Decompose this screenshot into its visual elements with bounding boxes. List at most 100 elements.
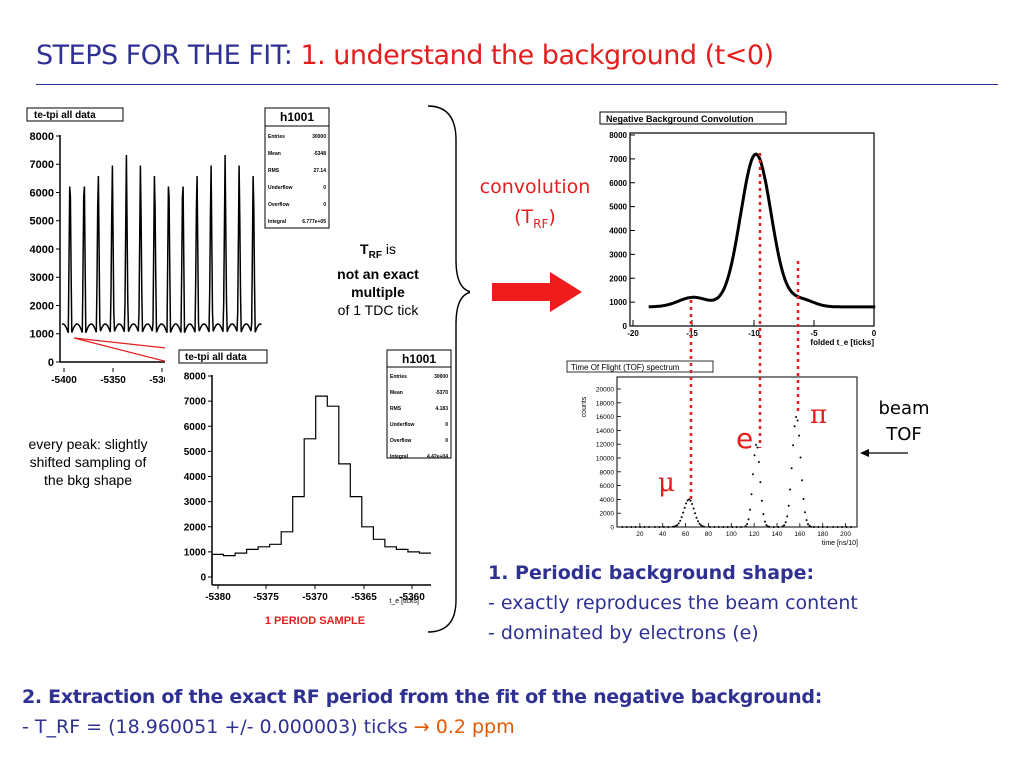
left-plot-y-tick-label: 0 <box>48 357 54 369</box>
stats-row-label: Entries <box>268 134 285 140</box>
tof-data-point <box>762 513 765 516</box>
muon-label: μ <box>658 468 675 498</box>
tof-data-point <box>708 526 711 528</box>
conv-x-tick-label: -10 <box>748 329 760 338</box>
tof-data-point <box>653 526 656 528</box>
tof-plot-title: Time Of Flight (TOF) spectrum <box>571 363 680 372</box>
tof-data-point <box>630 526 633 528</box>
tof-data-point <box>798 434 801 437</box>
stats-row-label: RMS <box>390 406 402 412</box>
peak-note-line3: the bkg shape <box>44 472 132 488</box>
tof-data-point <box>783 524 786 527</box>
left-stats-name: h1001 <box>280 110 314 124</box>
tof-data-point <box>760 499 763 502</box>
tof-data-point <box>621 526 624 528</box>
tof-x-label: time [ns/10] <box>822 540 858 547</box>
stats-row-value: 4.42e+04 <box>427 454 448 460</box>
tof-data-point <box>688 498 691 501</box>
title-highlight: 1. understand the background (t<0) <box>300 40 774 71</box>
arrow-right-icon <box>492 272 582 312</box>
tof-data-point <box>753 454 756 457</box>
tof-x-tick-label: 40 <box>659 531 667 538</box>
trf-symbol: T <box>360 241 369 257</box>
tof-data-point <box>817 526 820 528</box>
tof-data-point <box>682 511 685 514</box>
left-plot-x-tick-label: -5300 <box>149 375 175 386</box>
tof-y-tick-label: 16000 <box>596 414 614 421</box>
tof-data-point <box>667 526 670 528</box>
peak-note-line2: shifted sampling of <box>29 454 147 470</box>
left-plot-y-tick-label: 7000 <box>30 159 54 171</box>
conv-y-tick-label: 4000 <box>609 227 627 236</box>
inset-plot-y-tick-label: 2000 <box>184 522 207 533</box>
tof-y-tick-label: 20000 <box>596 387 614 394</box>
inset-plot-y-tick-label: 0 <box>200 573 206 584</box>
stats-row-label: Integral <box>268 219 287 225</box>
tof-data-point <box>643 526 646 528</box>
inset-plot-x-tick-label: -5370 <box>302 592 328 603</box>
summary-extraction: 2. Extraction of the exact RF period fro… <box>22 682 1012 742</box>
tof-spectrum-plot: Time Of Flight (TOF) spectrum counts 200… <box>566 360 858 547</box>
stats-row-value: 0 <box>445 422 448 428</box>
tof-x-tick-label: 160 <box>794 531 805 538</box>
conv-x-tick-label: -15 <box>686 329 698 338</box>
tof-data-point <box>747 518 750 521</box>
tof-data-point <box>695 516 698 519</box>
tof-data-point <box>703 525 705 528</box>
tof-data-point <box>691 503 694 505</box>
conv-x-tick-label: -5 <box>810 329 818 338</box>
stats-row-label: Mean <box>268 151 281 157</box>
tof-data-point <box>841 526 844 528</box>
tof-data-point <box>731 526 734 528</box>
conv-y-tick-label: 6000 <box>609 179 627 188</box>
tof-data-point <box>826 526 829 528</box>
title-prefix: STEPS FOR THE FIT: <box>36 40 301 71</box>
tof-data-points <box>621 416 853 528</box>
tof-data-point <box>790 467 793 470</box>
tof-data-point <box>692 507 695 510</box>
tof-data-point <box>765 524 768 527</box>
tof-data-point <box>795 416 798 418</box>
tof-data-point <box>755 443 757 446</box>
tof-x-tick-label: 120 <box>749 531 760 538</box>
inset-plot-x-tick-label: -5375 <box>253 592 279 603</box>
left-plot-y-tick-label: 6000 <box>30 187 54 199</box>
tof-data-point <box>787 504 790 507</box>
arrow-left-icon <box>860 449 908 457</box>
tof-x-tick-label: 20 <box>636 531 644 538</box>
trf-line3: multiple <box>351 283 405 300</box>
tof-data-point <box>717 526 720 528</box>
left-plot-title-box <box>26 107 124 122</box>
tof-data-point <box>752 473 754 476</box>
stats-row-label: Overflow <box>268 202 290 208</box>
tof-data-point <box>796 419 799 422</box>
periodic-histogram: te-tpi all data 8000 7000 6000 5000 4000 3000… <box>26 107 330 386</box>
tof-data-point <box>683 506 686 509</box>
stats-row-value: 6.777e+05 <box>302 219 326 225</box>
tof-y-tick-label: 2000 <box>600 511 615 518</box>
stats-row-value: 0 <box>323 202 326 208</box>
tof-data-point <box>726 526 729 528</box>
periodic-background-curve <box>61 154 262 334</box>
left-plot-y-tick-label: 1000 <box>30 329 54 341</box>
conv-x-tick-label: -20 <box>627 329 639 338</box>
tof-data-point <box>821 526 824 528</box>
tof-data-point <box>802 498 805 500</box>
tof-x-tick-label: 100 <box>726 531 737 538</box>
stats-row-label: Integral <box>390 454 409 460</box>
left-plot-y-tick-label: 4000 <box>30 244 54 256</box>
tof-data-point <box>676 524 679 527</box>
conv-y-tick-label: 5000 <box>609 203 627 212</box>
tof-x-tick-label: 200 <box>840 531 851 538</box>
tof-data-point <box>689 499 692 502</box>
inset-stats-box <box>386 349 452 459</box>
tof-x-tick-label: 80 <box>705 531 713 538</box>
inset-plot-y-tick-label: 1000 <box>184 547 207 558</box>
stats-row-value: 27.14 <box>313 168 326 174</box>
tof-y-tick-label: 4000 <box>600 497 615 504</box>
electron-label: e <box>736 422 754 455</box>
inset-plot-x-tick-label: -5360 <box>399 592 425 603</box>
stats-row-value: 0 <box>445 438 448 444</box>
left-plot-y-tick-label: 8000 <box>30 131 54 143</box>
tof-y-tick-label: 12000 <box>596 442 614 449</box>
